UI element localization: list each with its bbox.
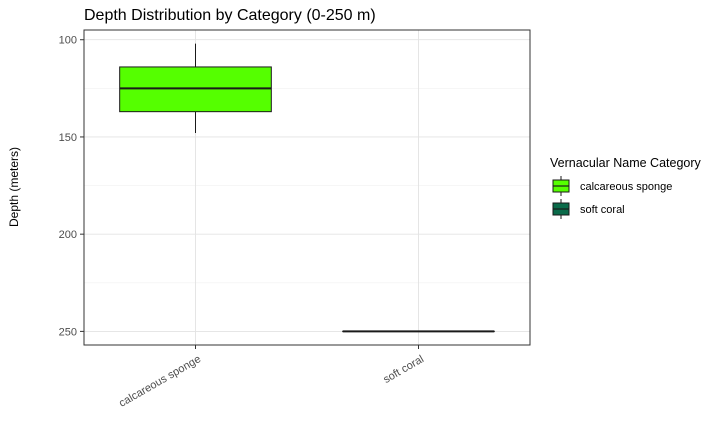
y-tick-label: 250: [59, 326, 77, 338]
legend-item: calcareous sponge: [552, 176, 672, 196]
legend-item: soft coral: [552, 199, 625, 219]
legend-label: calcareous sponge: [580, 181, 672, 193]
x-tick-label: soft coral: [381, 353, 426, 386]
legend-title: Vernacular Name Category: [550, 156, 702, 170]
y-tick-label: 150: [59, 132, 77, 144]
y-axis-title: Depth (meters): [7, 147, 21, 227]
y-tick-label: 100: [59, 35, 77, 47]
plot-panel-border: [83, 29, 531, 346]
legend: Vernacular Name Category calcareous spon…: [550, 156, 702, 219]
x-tick-label: calcareous sponge: [117, 353, 203, 410]
chart-title: Depth Distribution by Category (0-250 m): [84, 7, 376, 24]
grid-layer: [84, 30, 530, 345]
y-tick-label: 200: [59, 229, 77, 241]
box-layer: [119, 43, 495, 333]
legend-label: soft coral: [580, 204, 625, 216]
box-calcareous-sponge: [119, 43, 272, 134]
